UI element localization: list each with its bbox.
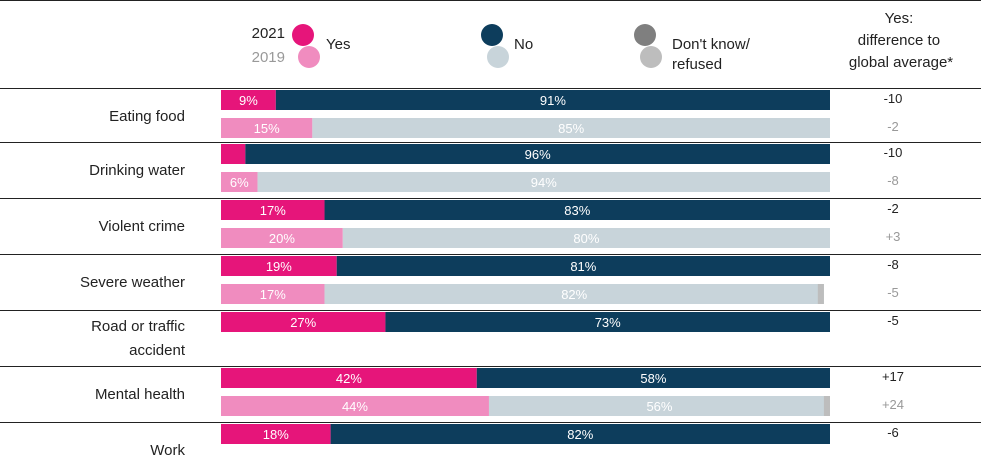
label-yes-2019: 20%: [269, 231, 295, 246]
bar-yes-2019: [221, 396, 489, 416]
diff-header-line: difference to: [858, 32, 940, 49]
bar-yes-2019: [221, 118, 313, 138]
legend-swatch-no-2021: [481, 24, 503, 46]
legend-swatch-dk-2021: [634, 24, 656, 46]
diff-value-2019: +3: [886, 229, 901, 244]
category-label: Road or traffic accident: [91, 318, 186, 359]
bar-no-2021: [336, 256, 830, 276]
label-yes-2021: 17%: [260, 203, 286, 218]
label-yes-2021: 9%: [239, 93, 258, 108]
category-label-line: Mental health: [95, 386, 185, 403]
category-label-line: Road or traffic: [91, 318, 185, 335]
legend-year-2019: 2019: [252, 49, 285, 66]
bar-no-2019: [342, 228, 830, 248]
label-yes-2019: 17%: [260, 287, 286, 302]
bar-no-2021: [245, 144, 831, 164]
bar-no-2021: [476, 368, 830, 388]
diff-value-2021: -10: [884, 145, 903, 160]
diff-value-2021: -2: [887, 201, 899, 216]
diff-value-2021: +17: [882, 369, 904, 384]
category-label: Violent crime: [99, 218, 185, 235]
bar-yes-2019: [221, 228, 343, 248]
bar-yes-2021: [221, 256, 337, 276]
legend-swatch-dk-2019: [640, 46, 662, 68]
legend-dk-label-line: Don't know/: [672, 36, 751, 53]
legend-year-2021: 2021: [252, 25, 285, 42]
bar-no-2019: [488, 396, 830, 416]
label-no-2021: 81%: [570, 259, 596, 274]
category-label: Severe weather: [80, 274, 185, 291]
legend-swatch-yes-2019: [298, 46, 320, 68]
bar-yes-2021: [221, 424, 331, 444]
bar-no-2019: [257, 172, 830, 192]
category-label-line: Work: [150, 442, 185, 456]
label-no-2021: 73%: [595, 315, 621, 330]
bar-no-2021: [385, 312, 830, 332]
bar-no-2019: [312, 118, 831, 138]
label-yes-2019: 15%: [254, 121, 280, 136]
bar-yes-2021: [221, 368, 477, 388]
category-label: Mental health: [95, 386, 185, 403]
label-no-2019: 94%: [531, 175, 557, 190]
bar-yes-2019: [221, 284, 325, 304]
label-yes-2021: 18%: [263, 427, 289, 442]
label-no-2021: 83%: [564, 203, 590, 218]
diff-value-2021: -10: [884, 91, 903, 106]
category-label-line: Eating food: [109, 108, 185, 125]
label-yes-2019: 44%: [342, 399, 368, 414]
label-no-2019: 82%: [561, 287, 587, 302]
bar-yes-2021: [221, 144, 246, 164]
category-label-line: Violent crime: [99, 218, 185, 235]
category-label-line: Drinking water: [89, 162, 185, 179]
diff-value-2021: -6: [887, 425, 899, 440]
bar-yes-2021: [221, 90, 276, 110]
legend-dk-label-line: refused: [672, 56, 722, 73]
label-yes-2019: 6%: [230, 175, 249, 190]
diff-value-2021: -8: [887, 257, 899, 272]
diff-value-2019: -2: [887, 119, 899, 134]
bar-no-2021: [330, 424, 830, 444]
diff-header-line: global average*: [849, 54, 953, 71]
label-no-2021: 58%: [640, 371, 666, 386]
legend-yes-label: Yes: [326, 36, 350, 53]
bar-yes-2021: [221, 200, 325, 220]
category-label-line: accident: [129, 342, 186, 359]
diff-header: Yes: difference to global average*: [849, 10, 953, 71]
legend-swatch-yes-2021: [292, 24, 314, 46]
label-no-2019: 80%: [573, 231, 599, 246]
bar-no-2019: [324, 284, 824, 304]
bar-yes-2021: [221, 312, 386, 332]
diff-value-2019: -8: [887, 173, 899, 188]
legend-dk-label: Don't know/ refused: [672, 36, 754, 73]
bar-yes-2019: [221, 172, 258, 192]
bar-rows: Eating food 9% 91% -10 15% 85% -2 Drinking wate…: [0, 88, 981, 456]
diff-header-line: Yes:: [885, 10, 914, 27]
label-yes-2021: 27%: [290, 315, 316, 330]
category-label-line: Severe weather: [80, 274, 185, 291]
label-no-2021: 82%: [567, 427, 593, 442]
label-no-2021: 96%: [525, 147, 551, 162]
diff-value-2019: -5: [887, 285, 899, 300]
bar-no-2021: [275, 90, 830, 110]
category-label: Eating food: [109, 108, 185, 125]
label-no-2019: 85%: [558, 121, 584, 136]
label-no-2019: 56%: [646, 399, 672, 414]
category-label: Work: [150, 442, 185, 456]
label-no-2021: 91%: [540, 93, 566, 108]
legend: 2021 2019 Yes No Don't know/ refused Yes…: [252, 10, 954, 73]
label-yes-2021: 19%: [266, 259, 292, 274]
category-label: Drinking water: [89, 162, 185, 179]
legend-no-label: No: [514, 36, 533, 53]
bar-dk-2019: [823, 396, 830, 416]
legend-swatch-no-2019: [487, 46, 509, 68]
diff-value-2021: -5: [887, 313, 899, 328]
bar-no-2021: [324, 200, 830, 220]
diff-value-2019: +24: [882, 397, 904, 412]
label-yes-2021: 42%: [336, 371, 362, 386]
bar-dk-2019: [817, 284, 824, 304]
